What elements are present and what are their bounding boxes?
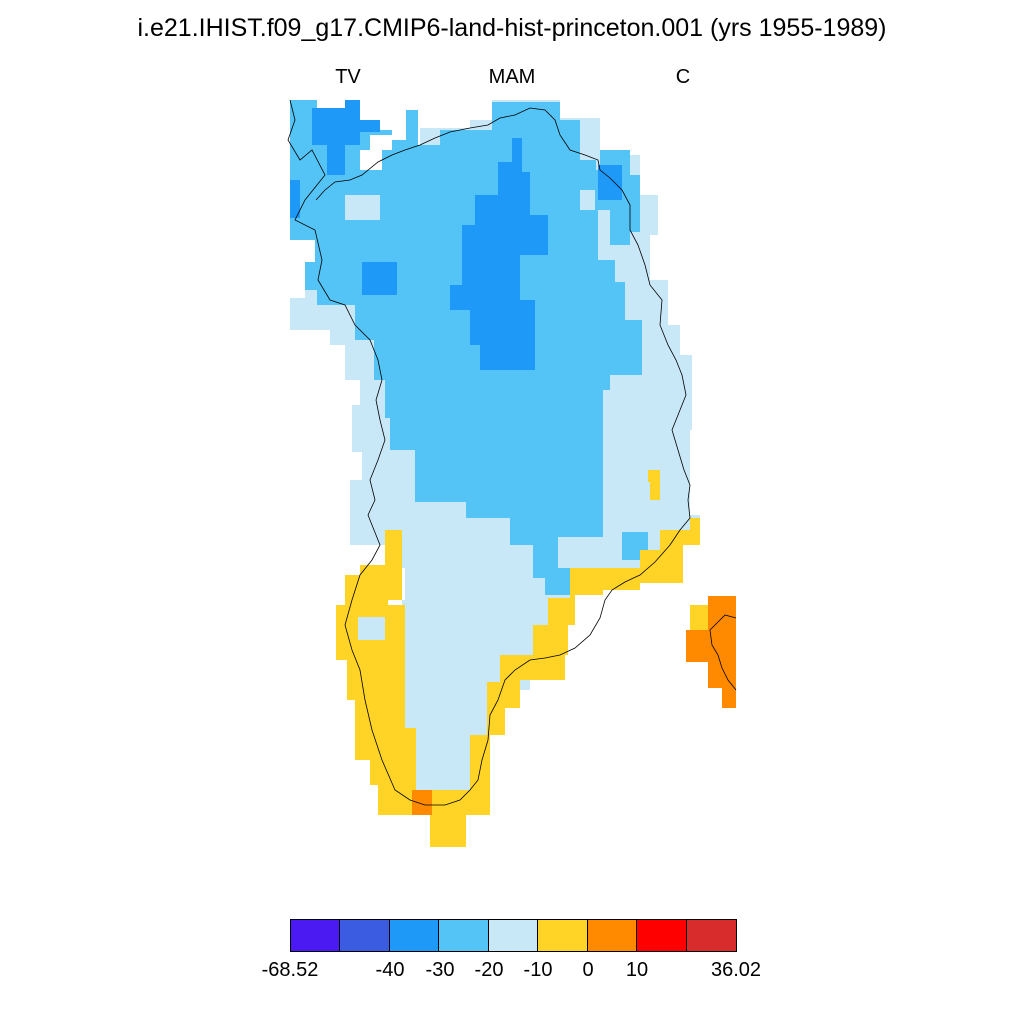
subtitle-units: C — [675, 66, 691, 88]
region-orange-iceland — [686, 596, 736, 708]
subtitle-season: MAM — [488, 66, 536, 88]
colorbar-swatch — [291, 920, 341, 951]
map-fill-layer — [290, 100, 736, 847]
region-dark-ne — [598, 165, 622, 200]
colorbar-tick-label: 0 — [582, 959, 594, 981]
region-yellow-e — [648, 470, 660, 500]
gap-nw-2 — [392, 100, 414, 130]
colorbar-tick-label: -30 — [425, 959, 455, 981]
region-light-nw — [345, 195, 380, 220]
region-dark-edge — [290, 180, 300, 218]
colorbar-swatch — [439, 920, 489, 951]
colorbar-tick-label: -10 — [523, 959, 553, 981]
colorbar-tick-label: 36.02 — [710, 959, 762, 981]
colorbar-swatch — [340, 920, 390, 951]
colorbar-tick-label: -40 — [375, 959, 405, 981]
colorbar-swatch — [686, 920, 737, 951]
coastline — [287, 99, 737, 806]
region-dark-west — [362, 262, 397, 295]
colorbar-tick-label: -20 — [474, 959, 504, 981]
region-yellow-iceland — [690, 605, 708, 630]
colorbar-tick-label: 10 — [625, 959, 649, 981]
colorbar-swatch — [538, 920, 588, 951]
region-dark-center — [450, 138, 548, 370]
gap-n — [420, 100, 490, 128]
colorbar — [290, 919, 738, 952]
colorbar-swatch — [389, 920, 440, 951]
colorbar-swatch — [637, 920, 687, 951]
subtitle-variable: TV — [335, 66, 361, 88]
coastline-iceland — [709, 614, 737, 691]
coastline-main — [287, 99, 691, 806]
region-orange-s — [412, 790, 432, 815]
region-mid — [290, 100, 642, 595]
colorbar-tick-label: -68.52 — [261, 959, 319, 981]
region-dark-nw — [312, 100, 380, 175]
colorbar-swatch — [488, 920, 539, 951]
colorbar-swatch — [587, 920, 638, 951]
region-light-sw-hole — [358, 617, 385, 640]
plot-title: i.e21.IHIST.f09_g17.CMIP6-land-hist-prin… — [137, 14, 887, 42]
region-yellow-sw — [336, 518, 700, 847]
gap-nw-1 — [360, 135, 392, 170]
